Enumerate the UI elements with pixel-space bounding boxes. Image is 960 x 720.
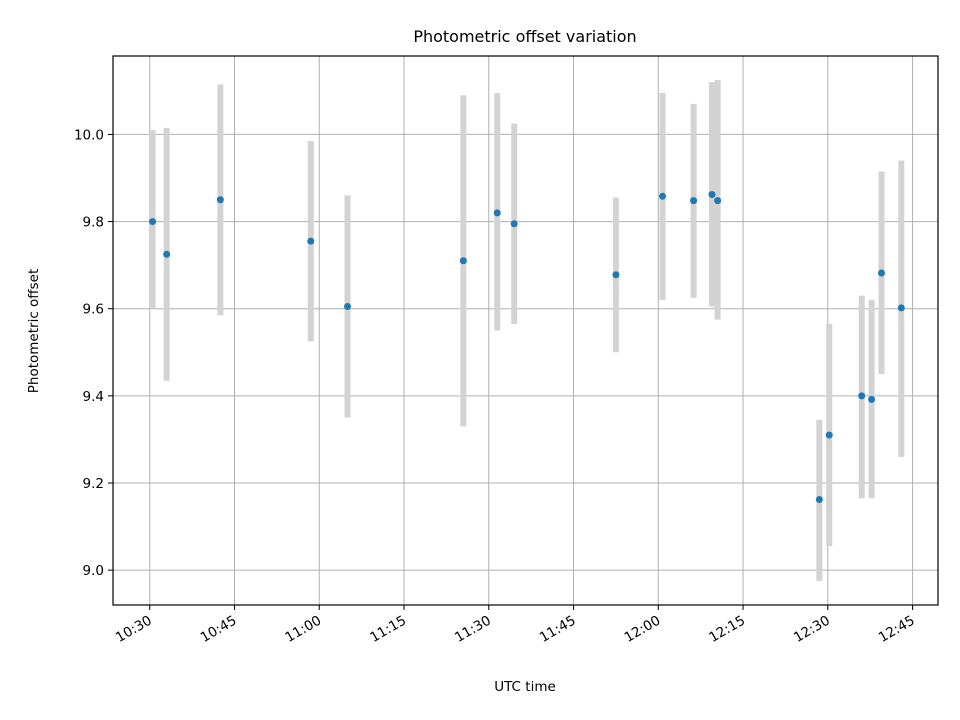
x-tick-label: 11:30 (452, 613, 494, 646)
errorbars (149, 79, 905, 582)
x-tick-label: 11:45 (537, 613, 579, 646)
data-point (897, 304, 905, 312)
x-tick-label: 10:30 (113, 613, 155, 646)
y-tick-label: 9.8 (83, 215, 104, 231)
y-tick-label: 9.2 (83, 476, 104, 492)
x-tick-label: 12:15 (706, 613, 748, 646)
data-point (858, 392, 866, 400)
data-point (877, 269, 885, 277)
data-point (307, 237, 315, 245)
data-point (344, 303, 352, 311)
x-tick-label: 12:00 (622, 613, 664, 646)
x-tick-label: 12:45 (876, 613, 918, 646)
data-point (714, 197, 722, 205)
y-tick-label: 9.4 (83, 389, 104, 405)
data-point (815, 496, 823, 504)
x-tick-label: 11:00 (283, 613, 325, 646)
data-point (690, 197, 698, 205)
data-point (825, 431, 833, 439)
data-point (708, 191, 716, 199)
markers (149, 191, 905, 504)
y-tick-label: 9.0 (83, 563, 104, 579)
y-axis-ticks: 9.0 9.2 9.4 9.6 9.8 10.0 (74, 127, 113, 579)
y-axis-label: Photometric offset (26, 269, 42, 393)
data-point (216, 196, 224, 204)
data-point (659, 192, 667, 200)
data-point (459, 257, 467, 265)
x-tick-label: 10:45 (198, 613, 240, 646)
x-tick-label: 11:15 (367, 613, 409, 646)
x-tick-label: 12:30 (791, 613, 833, 646)
data-point (493, 209, 501, 217)
grid (113, 56, 938, 605)
x-axis-ticks: 10:30 10:45 11:00 11:15 11:30 11:45 12:00 12:15… (113, 605, 918, 646)
plot-frame (112, 55, 939, 606)
y-tick-label: 9.6 (83, 302, 104, 318)
x-axis-label: UTC time (494, 679, 556, 695)
data-point (612, 271, 620, 279)
data-point (163, 250, 171, 258)
data-point (510, 220, 518, 228)
data-point (149, 218, 157, 226)
y-tick-label: 10.0 (74, 127, 104, 143)
data-point (868, 395, 876, 403)
chart-title: Photometric offset variation (413, 27, 636, 46)
